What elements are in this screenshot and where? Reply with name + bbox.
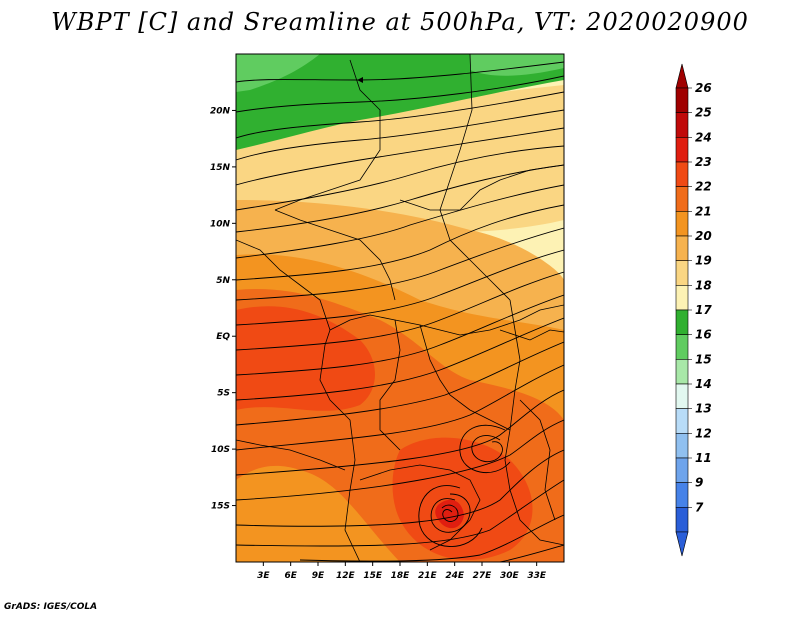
colorbar-swatch — [675, 383, 689, 409]
field-region-23 — [392, 437, 533, 560]
lat-axis: 20N 15N 10N 5N EQ 5S 10S 15S — [210, 106, 236, 512]
lon-axis: 3E 6E 9E 12E 15E 18E 21E 24E 27E 30E 33E — [257, 562, 547, 581]
field-region-23 — [236, 306, 375, 411]
colorbar: 26 25 24 23 22 21 20 19 18 17 16 15 14 13 12 11 9 7 — [675, 63, 712, 557]
colorbar-swatch — [675, 285, 689, 311]
colorbar-label: 23 — [695, 155, 712, 169]
colorbar-swatch — [675, 457, 689, 483]
lat-tick-label: 5N — [216, 276, 230, 286]
colorbar-label: 17 — [695, 303, 712, 317]
lon-tick-label: 24E — [445, 571, 465, 581]
lon-tick-label: 15E — [363, 571, 383, 581]
colorbar-swatch — [675, 112, 689, 138]
colorbar-swatch — [675, 87, 689, 113]
colorbar-top-arrow — [675, 63, 689, 89]
colorbar-swatch — [675, 359, 689, 385]
field-region-16 — [236, 54, 320, 92]
colorbar-label: 16 — [695, 328, 712, 342]
colorbar-label: 7 — [695, 500, 704, 514]
credit-text: GrADS: IGES/COLA — [4, 602, 98, 612]
lon-tick-label: 27E — [473, 571, 493, 581]
colorbar-swatch — [675, 309, 689, 335]
colorbar-label: 14 — [695, 377, 712, 391]
lon-tick-label: 12E — [336, 571, 356, 581]
colorbar-label: 19 — [695, 254, 712, 268]
colorbar-label: 18 — [695, 278, 712, 292]
map-plot-area — [236, 54, 564, 562]
lon-tick-label: 18E — [391, 571, 411, 581]
colorbar-label: 9 — [695, 476, 703, 490]
colorbar-bottom-arrow — [675, 531, 689, 557]
colorbar-label: 15 — [695, 352, 712, 366]
lon-tick-label: 30E — [500, 571, 520, 581]
lat-tick-label: 10N — [210, 219, 231, 229]
colorbar-swatch — [675, 482, 689, 508]
colorbar-swatch — [675, 260, 689, 286]
streamlines — [236, 61, 564, 562]
colorbar-label: 24 — [695, 130, 712, 144]
colorbar-label: 22 — [695, 180, 712, 194]
lon-tick-label: 3E — [257, 571, 270, 581]
lat-tick-label: 20N — [210, 106, 231, 116]
lon-tick-label: 33E — [527, 571, 547, 581]
colorbar-label: 20 — [695, 229, 712, 243]
colorbar-swatch — [675, 235, 689, 261]
colorbar-swatch — [675, 334, 689, 360]
lat-tick-label: 5S — [217, 389, 230, 399]
lat-tick-label: 15S — [211, 502, 230, 512]
lat-tick-label: EQ — [216, 332, 230, 342]
colorbar-swatch — [675, 137, 689, 163]
colorbar-swatch — [675, 161, 689, 187]
page-title: WBPT [C] and Sreamline at 500hPa, VT: 20… — [51, 8, 749, 36]
field-region-17 — [236, 54, 564, 150]
colorbar-swatch — [675, 186, 689, 212]
lon-tick-label: 21E — [418, 571, 438, 581]
lat-tick-label: 15N — [210, 163, 231, 173]
colorbar-label: 26 — [695, 81, 712, 95]
lat-tick-label: 10S — [211, 445, 230, 455]
lon-tick-label: 6E — [284, 571, 297, 581]
colorbar-label: 11 — [695, 451, 712, 465]
colorbar-label: 13 — [695, 402, 712, 416]
field-region-24 — [435, 499, 464, 529]
colorbar-swatch — [675, 408, 689, 434]
colorbar-label: 21 — [695, 204, 712, 218]
colorbar-swatch — [675, 211, 689, 237]
colorbar-swatch — [675, 507, 689, 533]
lon-tick-label: 9E — [312, 571, 325, 581]
colorbar-label: 12 — [695, 426, 712, 440]
colorbar-label: 25 — [695, 106, 712, 120]
colorbar-swatch — [675, 433, 689, 459]
